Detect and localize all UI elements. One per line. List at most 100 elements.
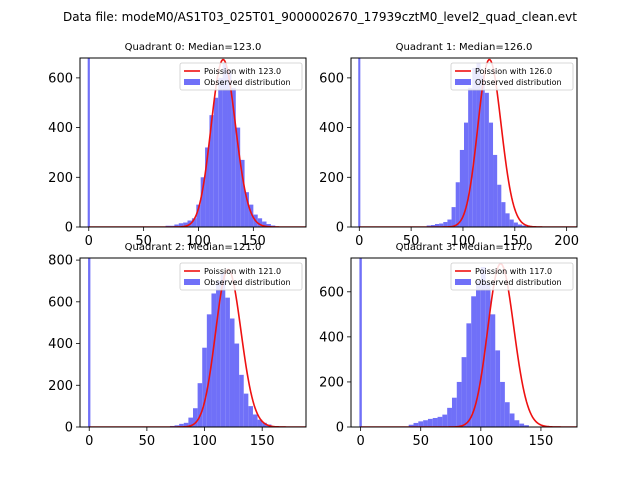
histogram-bar (262, 221, 267, 227)
histogram-bar (227, 70, 232, 227)
axes-frame (79, 57, 307, 228)
histogram-bar-zero (359, 258, 362, 427)
histogram-bar (183, 222, 188, 227)
histogram-bar (225, 297, 230, 427)
x-tick-label: 0 (85, 434, 93, 449)
histogram-bar (485, 282, 491, 427)
histogram-bar-zero (358, 58, 361, 227)
x-tick-label: 150 (529, 434, 554, 449)
histogram-bar (466, 323, 472, 427)
histogram-bar (174, 425, 180, 427)
histogram-bar (472, 67, 477, 227)
poisson-curve (89, 268, 306, 427)
y-tick-label: 200 (319, 375, 344, 390)
y-tick-label: 400 (319, 330, 344, 345)
histogram-bar (229, 318, 235, 427)
legend-label-observed: Observed distribution (204, 278, 291, 287)
legend-label-poisson: Poission with 123.0 (204, 67, 281, 76)
histogram-bar (451, 207, 456, 227)
legend-label-poisson: Poission with 121.0 (204, 267, 281, 276)
histogram-bar (480, 267, 486, 427)
x-tick-label: 200 (554, 234, 579, 249)
histogram-bar (220, 272, 226, 427)
histogram-bar (509, 413, 515, 427)
histogram-bar (439, 223, 444, 227)
histogram-bar-zero (88, 258, 91, 427)
legend-label-observed: Observed distribution (475, 278, 562, 287)
histogram-bar (468, 87, 473, 227)
axes-frame (79, 257, 307, 428)
x-tick-label: 0 (85, 234, 93, 249)
histogram-bar (418, 421, 424, 427)
legend-swatch-observed (455, 279, 471, 285)
histogram-bar (504, 402, 510, 427)
legend: Poission with 123.0 Observed distribution (179, 62, 303, 91)
x-tick-label: 50 (139, 434, 156, 449)
legend-swatch-observed (455, 79, 471, 85)
panel-title: Quadrant 0: Median=123.0 (125, 42, 262, 53)
x-tick-label: 0 (355, 234, 363, 249)
histogram-bar-zero (87, 58, 90, 227)
histogram-bar (413, 422, 419, 427)
x-tick-label: 100 (192, 434, 217, 449)
histogram-bar (464, 122, 469, 227)
x-tick-label: 50 (403, 234, 420, 249)
histogram-bar (522, 225, 527, 227)
histogram-bar (248, 204, 254, 227)
histogram-bar (252, 414, 258, 427)
y-tick-label: 800 (48, 254, 73, 269)
y-tick-label: 600 (319, 71, 344, 86)
histogram-bar (174, 224, 179, 227)
x-tick-label: 150 (241, 234, 266, 249)
histogram-bar (480, 75, 485, 227)
poisson-curve (360, 263, 577, 427)
x-tick-label: 150 (250, 434, 275, 449)
panel-title: Quadrant 1: Median=126.0 (396, 42, 533, 53)
histogram-bar (197, 383, 203, 427)
y-tick-label: 0 (65, 421, 73, 436)
histogram-bar (222, 62, 228, 227)
histogram-bar (188, 417, 193, 427)
y-tick-label: 600 (48, 71, 73, 86)
x-tick-label: 100 (186, 234, 211, 249)
histogram-bar (408, 424, 414, 427)
histogram-bar (243, 393, 249, 427)
chart-quadrant-1: 0 50 100 150 200 0 200 400 600 Quadrant 1: Median… (319, 42, 579, 249)
histogram-bar (437, 416, 443, 427)
histogram-bar (514, 420, 520, 427)
x-tick-label: 50 (135, 234, 152, 249)
histogram-bar (476, 280, 481, 427)
panel-title: Quadrant 2: Median=121.0 (125, 242, 262, 253)
histogram-bar (179, 423, 184, 427)
legend: Poission with 121.0 Observed distribution (179, 262, 303, 291)
histogram-bar (447, 407, 452, 427)
histogram-bar (488, 122, 494, 227)
histogram-bar (231, 87, 236, 227)
histogram-bar (244, 192, 249, 227)
histogram-bar (476, 62, 481, 227)
y-tick-label: 0 (336, 421, 344, 436)
histogram-bar (205, 147, 210, 227)
histogram-bar (443, 222, 448, 227)
y-tick-label: 0 (65, 221, 73, 236)
histogram-bar (266, 224, 271, 227)
x-tick-label: 100 (468, 434, 493, 449)
histogram-bar (500, 381, 505, 427)
histogram-bar (461, 357, 467, 427)
histogram-bar (262, 422, 267, 427)
panel-title: Quadrant 3: Median=117.0 (396, 242, 533, 253)
histogram-bar (178, 223, 184, 227)
histogram-bar (519, 423, 525, 427)
histogram-bar (235, 127, 241, 227)
histogram-bar (218, 77, 223, 227)
histogram-bar (497, 184, 502, 227)
legend-label-observed: Observed distribution (204, 78, 291, 87)
x-tick-label: 50 (412, 434, 429, 449)
y-tick-label: 600 (48, 295, 73, 310)
histogram-bar (430, 225, 435, 227)
histogram-bar (248, 406, 253, 427)
histogram-bar (524, 425, 529, 427)
histogram-bar (513, 222, 518, 227)
histogram-bar (432, 417, 438, 427)
suptitle: Data file: modeM0/AS1T03_025T01_90000026… (63, 10, 577, 24)
